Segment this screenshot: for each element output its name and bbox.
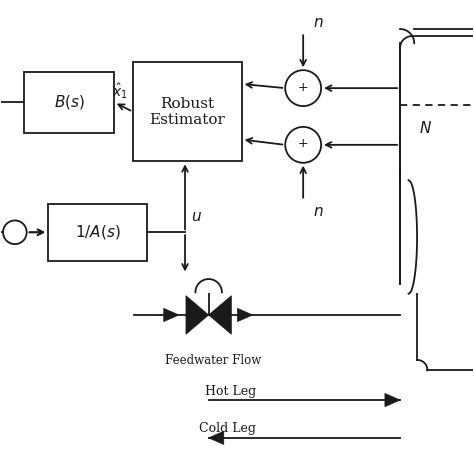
Text: Cold Leg: Cold Leg	[199, 422, 256, 436]
Polygon shape	[164, 309, 179, 321]
Polygon shape	[195, 279, 222, 292]
Circle shape	[285, 127, 321, 163]
Text: Hot Leg: Hot Leg	[205, 385, 256, 398]
Text: Feedwater Flow: Feedwater Flow	[165, 354, 262, 367]
Polygon shape	[385, 393, 400, 407]
Bar	[48, 204, 147, 261]
Circle shape	[3, 220, 27, 244]
Text: +: +	[298, 137, 309, 150]
Polygon shape	[237, 309, 253, 321]
Text: $n$: $n$	[313, 205, 323, 219]
Circle shape	[285, 70, 321, 106]
Bar	[24, 72, 114, 133]
Text: $B(s)$: $B(s)$	[54, 93, 85, 111]
Bar	[133, 62, 242, 161]
Text: +: +	[298, 81, 309, 94]
Text: $n$: $n$	[313, 16, 323, 30]
Text: $N$: $N$	[419, 120, 432, 137]
Text: Robust
Estimator: Robust Estimator	[149, 97, 225, 127]
Polygon shape	[209, 431, 224, 445]
Text: $\hat{x}_1$: $\hat{x}_1$	[112, 82, 128, 101]
Polygon shape	[209, 296, 231, 334]
Polygon shape	[186, 296, 209, 334]
Text: $1/A(s)$: $1/A(s)$	[75, 223, 120, 241]
Text: $u$: $u$	[191, 210, 201, 224]
